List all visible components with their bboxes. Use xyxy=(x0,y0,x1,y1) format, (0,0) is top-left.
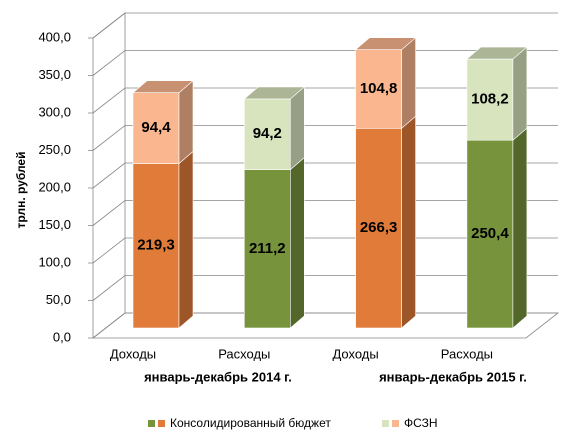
y-tick-label: 0,0 xyxy=(53,329,71,344)
bar-front xyxy=(466,139,514,329)
value-label: 94,4 xyxy=(141,119,171,136)
legend-swatch xyxy=(158,420,165,427)
bar-front xyxy=(466,58,514,141)
value-label: 250,4 xyxy=(471,225,509,242)
x-tick-label: Доходы xyxy=(110,346,156,361)
bar-side xyxy=(289,156,305,329)
bar-segment xyxy=(355,115,416,329)
value-label: 108,2 xyxy=(471,91,509,108)
bar-segment xyxy=(466,46,528,141)
x-tick-label: Расходы xyxy=(441,346,493,361)
y-tick-label: 300,0 xyxy=(38,104,71,119)
value-label: 211,2 xyxy=(249,240,286,257)
group-label: январь-декабрь 2014 г. xyxy=(144,369,292,384)
y-tick-label: 50,0 xyxy=(46,292,71,307)
bar-segment xyxy=(243,86,306,171)
legend-swatch xyxy=(148,420,155,427)
legend-label: ФСЗН xyxy=(404,416,438,430)
bar-segment xyxy=(354,37,417,129)
legend-swatch xyxy=(382,420,389,427)
y-tick-label: 150,0 xyxy=(38,217,71,232)
bar-segment xyxy=(466,127,528,329)
y-axis-label: трлн. рублей xyxy=(14,152,28,229)
bar-side xyxy=(512,127,528,329)
bar-front xyxy=(355,49,402,129)
y-tick-label: 100,0 xyxy=(38,254,71,269)
bar-top xyxy=(466,46,528,60)
y-tick-label: 350,0 xyxy=(38,67,71,82)
bar-side xyxy=(178,80,194,165)
bar-front xyxy=(355,127,402,329)
value-label: 94,2 xyxy=(253,125,282,142)
grid-line xyxy=(92,12,558,39)
bar-top xyxy=(132,80,194,94)
value-label: 266,3 xyxy=(360,219,398,236)
y-tick-label: 200,0 xyxy=(38,179,71,194)
bar-segment xyxy=(244,156,305,329)
value-label: 219,3 xyxy=(137,237,175,254)
bar-segment xyxy=(132,150,194,329)
y-tick-label: 400,0 xyxy=(38,29,71,44)
bar-side xyxy=(401,115,416,329)
value-label: 104,8 xyxy=(360,80,398,97)
x-tick-label: Доходы xyxy=(332,346,378,361)
y-tick-label: 250,0 xyxy=(38,142,71,157)
bar-front xyxy=(244,169,291,329)
legend-swatch xyxy=(392,420,399,427)
bar-side xyxy=(401,37,416,129)
x-tick-label: Расходы xyxy=(218,346,270,361)
bar-front xyxy=(132,163,180,329)
bar-side xyxy=(289,86,305,171)
bar-side xyxy=(512,46,528,141)
bar-top xyxy=(243,86,306,100)
legend-label: Консолидированный бюджет xyxy=(170,416,331,430)
group-label: январь-декабрь 2015 г. xyxy=(379,369,527,384)
bar-segment xyxy=(132,80,194,165)
bar-top xyxy=(354,37,417,50)
bar-side xyxy=(178,150,194,329)
bar-front xyxy=(244,98,291,170)
